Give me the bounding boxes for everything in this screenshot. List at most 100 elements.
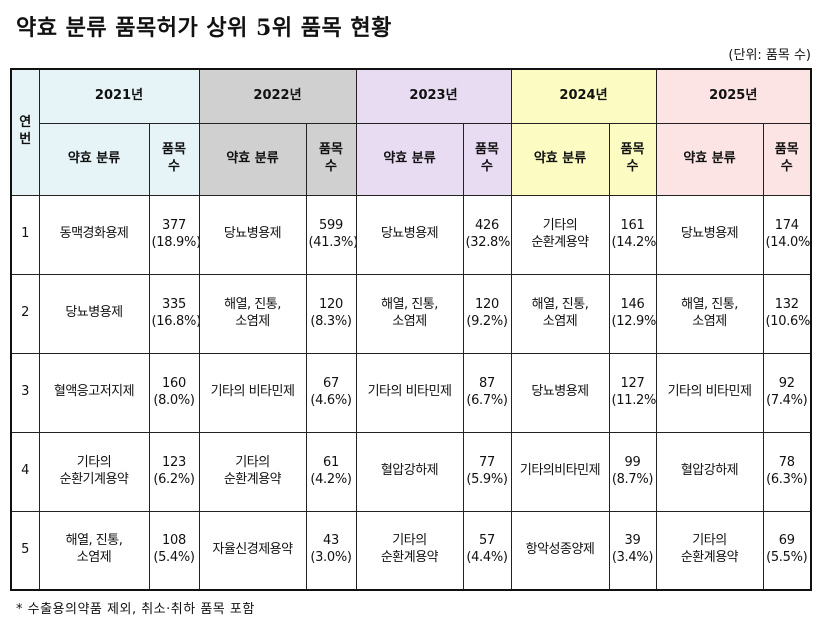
count-cell: 67 (4.6%)	[305, 352, 357, 433]
category-cell: 당뇨병용제	[510, 352, 610, 433]
corner-header: 연 번	[10, 68, 40, 196]
percent-value: (6.7%)	[466, 392, 508, 408]
count-cell: 174 (14.0%)	[762, 194, 812, 275]
count-value: 87	[479, 375, 495, 391]
count-cell: 99 (8.7%)	[608, 431, 657, 512]
count-header-line-1: 품목	[319, 142, 343, 158]
count-cell: 120 (8.3%)	[305, 273, 357, 354]
category-cell: 기타의 비타민제	[655, 352, 764, 433]
category-text: 기타의비타민제	[519, 463, 601, 479]
table-row: 1 동맥경화용제 377 (18.9%) 당뇨병용제 599 (41.3%) 당뇨병용제 426…	[10, 194, 812, 275]
percent-value: (8.7%)	[611, 471, 654, 487]
category-text: 혈액응고저지제	[53, 384, 135, 400]
category-header-2: 약효 분류	[198, 122, 307, 196]
count-cell: 335 (16.8%)	[148, 273, 200, 354]
count-cell: 123 (6.2%)	[148, 431, 200, 512]
percent-value: (9.2%)	[466, 313, 508, 329]
count-value: 43	[323, 533, 339, 549]
category-cell: 기타의 순환기계용약	[38, 431, 150, 512]
count-value: 69	[778, 533, 795, 549]
count-header-1: 품목 수	[148, 122, 200, 196]
category-text: 당뇨병용제	[65, 305, 123, 321]
category-text: 소염제	[235, 313, 270, 329]
count-header-line-2: 수	[626, 159, 639, 174]
rank-cell: 4	[10, 431, 40, 512]
category-text: 순환계용약	[680, 550, 739, 566]
category-text: 기타의 비타민제	[667, 384, 752, 400]
percent-value: (5.5%)	[766, 550, 808, 566]
footnote: * 수출용의약품 제외, 취소·취하 품목 포함	[16, 602, 255, 617]
category-cell: 당뇨병용제	[38, 273, 150, 354]
count-header-line-2: 수	[168, 159, 180, 174]
count-header-line-2: 수	[780, 159, 793, 174]
count-cell: 132 (10.6%)	[762, 273, 812, 354]
percent-value: (3.4%)	[611, 550, 654, 566]
category-cell: 기타의 순환계용약	[355, 510, 464, 591]
count-value: 132	[774, 296, 799, 312]
percent-value: (12.9%)	[611, 313, 656, 329]
category-cell: 기타의 순환계용약	[198, 431, 307, 512]
count-header-line-1: 품목	[620, 142, 645, 158]
category-text: 동맥경화용제	[59, 226, 129, 242]
count-header-line-1: 품목	[162, 142, 186, 158]
category-cell: 혈압강하제	[355, 431, 464, 512]
count-value: 426	[475, 217, 499, 233]
percent-value: (8.0%)	[153, 392, 195, 408]
count-value: 160	[162, 375, 186, 391]
count-header-3: 품목 수	[462, 122, 512, 196]
count-cell: 160 (8.0%)	[148, 352, 200, 433]
count-value: 99	[624, 454, 641, 470]
table-row: 2 당뇨병용제 335 (16.8%) 해열, 진통, 소염제 120 (8.3%) 해열, 진…	[10, 273, 812, 354]
rank-cell: 2	[10, 273, 40, 354]
category-cell: 혈액응고저지제	[38, 352, 150, 433]
percent-value: (8.3%)	[310, 313, 352, 329]
percent-value: (16.8%)	[151, 313, 199, 329]
category-text: 기타의	[392, 533, 427, 549]
year-header-row: 연 번 2021년 2022년 2023년 2024년 2025년	[10, 68, 812, 196]
category-cell: 자율신경제용약	[198, 510, 307, 591]
percent-value: (11.2%)	[611, 392, 656, 408]
percent-value: (5.4%)	[153, 550, 195, 566]
count-cell: 57 (4.4%)	[462, 510, 512, 591]
percent-value: (4.6%)	[310, 392, 352, 408]
count-value: 57	[479, 533, 495, 549]
category-text: 항악성종양제	[525, 541, 595, 557]
table-row: 5 해열, 진통, 소염제 108 (5.4%) 자율신경제용약 43 (3.0%) 기타의 순환…	[10, 510, 812, 591]
count-header-line-1: 품목	[475, 142, 499, 158]
page-title: 약효 분류 품목허가 상위 5위 품목 현황	[16, 15, 392, 41]
category-text: 기타의	[692, 533, 727, 549]
count-value: 377	[162, 217, 186, 233]
category-cell: 혈압강하제	[655, 431, 764, 512]
category-header-1: 약효 분류	[38, 122, 150, 196]
count-header-line-2: 수	[481, 159, 493, 174]
year-header-2023: 2023년	[355, 68, 512, 124]
category-text: 해열, 진통,	[381, 296, 438, 312]
category-cell: 해열, 진통, 소염제	[355, 273, 464, 354]
percent-value: (6.2%)	[153, 471, 195, 487]
rank-cell: 5	[10, 510, 40, 591]
percent-value: (4.2%)	[310, 471, 352, 487]
count-value: 146	[620, 296, 645, 312]
category-text: 소염제	[542, 313, 578, 329]
count-cell: 92 (7.4%)	[762, 352, 812, 433]
year-header-2025: 2025년	[655, 68, 812, 124]
category-cell: 해열, 진통, 소염제	[38, 510, 150, 591]
percent-value: (3.0%)	[310, 550, 352, 566]
category-text: 해열, 진통,	[224, 296, 281, 312]
count-value: 123	[162, 454, 186, 470]
count-value: 108	[162, 533, 186, 549]
count-value: 67	[323, 375, 339, 391]
count-cell: 43 (3.0%)	[305, 510, 357, 591]
count-cell: 69 (5.5%)	[762, 510, 812, 591]
count-cell: 377 (18.9%)	[148, 194, 200, 275]
percent-value: (41.3%)	[308, 234, 356, 250]
count-header-line-2: 수	[325, 159, 337, 174]
rank-cell: 1	[10, 194, 40, 275]
count-header-5: 품목 수	[762, 122, 812, 196]
count-cell: 127 (11.2%)	[608, 352, 657, 433]
count-value: 92	[778, 375, 795, 391]
count-cell: 108 (5.4%)	[148, 510, 200, 591]
category-text: 기타의	[542, 217, 578, 233]
category-cell: 기타의 비타민제	[355, 352, 464, 433]
count-header-4: 품목 수	[608, 122, 657, 196]
